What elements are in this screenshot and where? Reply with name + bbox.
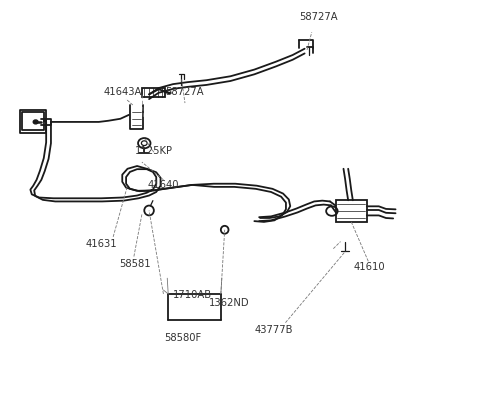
Text: 43777B: 43777B: [254, 325, 293, 335]
Text: 1710AB: 1710AB: [173, 290, 212, 300]
Text: 58580F: 58580F: [164, 333, 201, 343]
Text: 58727A: 58727A: [300, 12, 338, 23]
Text: 1362ND: 1362ND: [209, 298, 250, 308]
Text: 58727A: 58727A: [166, 87, 204, 97]
Text: 41631: 41631: [85, 239, 117, 249]
Text: 41640: 41640: [148, 180, 179, 190]
Text: 1125KP: 1125KP: [135, 146, 173, 156]
Bar: [336, 200, 367, 222]
Bar: [142, 88, 165, 97]
Text: 41643A: 41643A: [104, 87, 142, 97]
Circle shape: [33, 120, 38, 124]
Text: 58581: 58581: [119, 258, 151, 269]
Text: 41610: 41610: [353, 262, 385, 273]
